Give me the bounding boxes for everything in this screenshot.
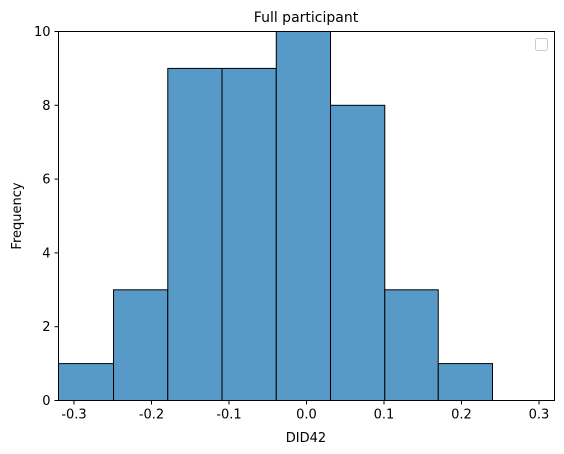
histogram-bar-6 bbox=[384, 289, 439, 401]
y-tick-label: 10 bbox=[34, 25, 51, 40]
y-axis-label: Frequency bbox=[10, 182, 25, 249]
y-tick-label: 4 bbox=[42, 246, 50, 261]
y-tick-label: 6 bbox=[42, 173, 50, 188]
x-tick-label: 0.0 bbox=[296, 408, 317, 423]
x-tick-label: -0.2 bbox=[139, 408, 164, 423]
histogram-bar-4 bbox=[275, 31, 332, 401]
y-tick-label: 2 bbox=[42, 320, 50, 335]
x-tick-label: -0.3 bbox=[61, 408, 86, 423]
x-tick-label: 0.1 bbox=[374, 408, 395, 423]
histogram-bar-1 bbox=[113, 289, 169, 401]
x-tick-label: -0.1 bbox=[216, 408, 241, 423]
x-tick-label: 0.2 bbox=[451, 408, 472, 423]
legend-box bbox=[535, 38, 548, 51]
y-tick-label: 8 bbox=[42, 99, 50, 114]
bars-group bbox=[58, 31, 493, 402]
chart-title: Full participant bbox=[254, 10, 359, 26]
y-axis: 0 2 4 6 8 10 bbox=[34, 25, 59, 409]
histogram-bar-2 bbox=[167, 67, 223, 402]
y-tick-label: 0 bbox=[42, 394, 50, 409]
histogram-bar-7 bbox=[437, 363, 493, 402]
x-tick-label: 0.3 bbox=[529, 408, 550, 423]
histogram-bar-3 bbox=[221, 67, 277, 402]
histogram-bar-0 bbox=[58, 363, 115, 402]
x-axis: -0.3 -0.2 -0.1 0.0 0.1 0.2 0.3 bbox=[61, 400, 550, 423]
histogram-bar-5 bbox=[330, 104, 386, 402]
x-axis-label: DID42 bbox=[286, 431, 326, 446]
